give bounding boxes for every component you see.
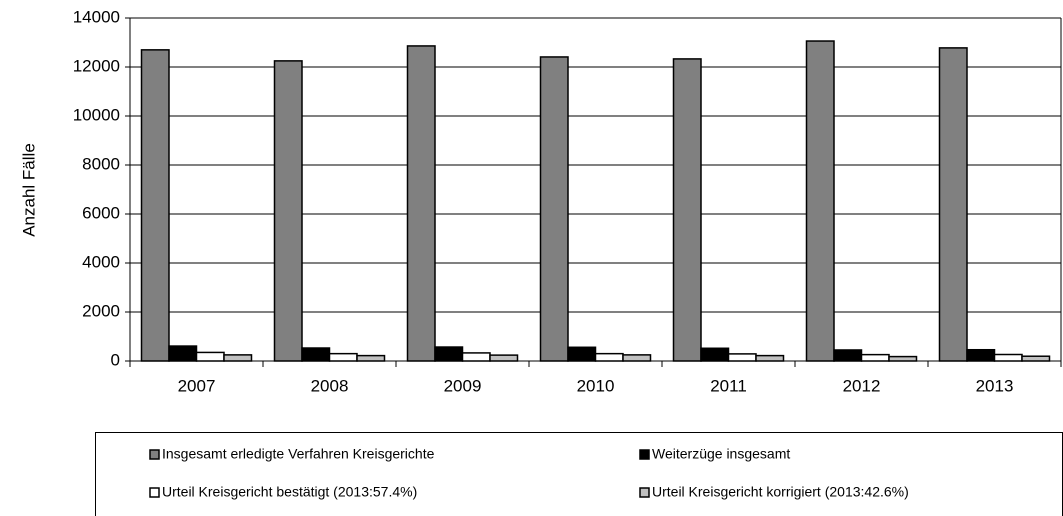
bar xyxy=(434,346,464,362)
bar xyxy=(539,56,569,362)
legend-label: Insgesamt erledigte Verfahren Kreisgeric… xyxy=(162,446,435,462)
x-tick-label: 2009 xyxy=(444,376,482,395)
x-tick-label: 2010 xyxy=(577,376,615,395)
bar xyxy=(594,352,624,362)
bar xyxy=(301,347,331,362)
y-axis-label: Anzahl Fälle xyxy=(19,143,38,237)
bar xyxy=(727,353,757,362)
bar xyxy=(406,45,436,362)
bar xyxy=(356,354,386,362)
bar xyxy=(966,348,996,362)
y-tick-label: 4000 xyxy=(82,252,120,271)
bar xyxy=(622,354,652,362)
x-tick-label: 2008 xyxy=(311,376,349,395)
x-tick-label: 2013 xyxy=(976,376,1014,395)
y-tick-label: 0 xyxy=(111,350,120,369)
y-tick-label: 10000 xyxy=(73,105,120,124)
y-tick-label: 8000 xyxy=(82,154,120,173)
legend-swatch xyxy=(639,487,650,498)
bar xyxy=(223,354,253,362)
bar xyxy=(860,353,890,362)
legend-label: Weiterzüge insgesamt xyxy=(652,446,790,462)
bar xyxy=(489,354,519,362)
bar xyxy=(805,40,835,362)
bar xyxy=(700,347,730,362)
bar xyxy=(1021,355,1051,362)
bar xyxy=(195,351,225,362)
bar xyxy=(273,60,303,362)
bar xyxy=(993,353,1023,362)
y-tick-label: 2000 xyxy=(82,301,120,320)
bar xyxy=(888,355,918,362)
bar xyxy=(328,352,358,362)
legend-swatch xyxy=(149,487,160,498)
x-tick-label: 2007 xyxy=(178,376,216,395)
bar xyxy=(461,352,491,362)
x-tick-label: 2012 xyxy=(843,376,881,395)
bar xyxy=(567,346,597,362)
bar xyxy=(833,349,863,362)
legend-box xyxy=(95,432,1063,516)
y-tick-label: 14000 xyxy=(73,7,120,26)
y-tick-label: 6000 xyxy=(82,203,120,222)
y-tick-label: 12000 xyxy=(73,56,120,75)
bar xyxy=(755,354,785,362)
legend-swatch xyxy=(149,449,160,460)
bar xyxy=(168,345,198,362)
x-tick-label: 2011 xyxy=(710,376,747,395)
bar xyxy=(672,58,702,362)
legend-label: Urteil Kreisgericht korrigiert (2013:42.… xyxy=(652,484,909,500)
legend-swatch xyxy=(639,449,650,460)
bar xyxy=(938,47,968,362)
legend-label: Urteil Kreisgericht bestätigt (2013:57.4… xyxy=(162,484,417,500)
bar xyxy=(140,49,170,362)
